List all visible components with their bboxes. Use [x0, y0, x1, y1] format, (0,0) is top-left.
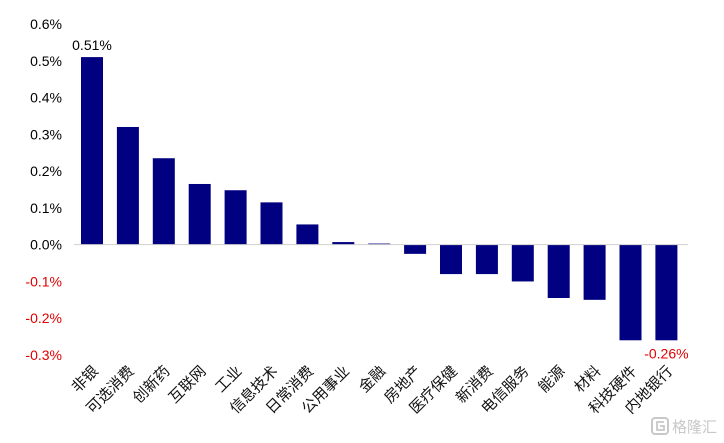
bar: [332, 242, 355, 245]
y-tick-label: 0.6%: [30, 16, 62, 32]
bar: [619, 244, 642, 341]
data-labels: 0.51% -0.26%: [72, 37, 688, 361]
bar: [440, 244, 462, 275]
bar: [116, 126, 139, 245]
y-tick-label: 0.5%: [30, 53, 62, 69]
bar: [188, 183, 211, 245]
watermark: 格隆汇: [651, 417, 717, 436]
y-tick-label: -0.1%: [25, 273, 62, 289]
data-label: 0.51%: [72, 37, 112, 53]
watermark-text: 格隆汇: [672, 418, 717, 436]
bar: [511, 244, 534, 282]
x-tick-label: 能源: [535, 362, 569, 396]
bar: [655, 244, 678, 341]
bar: [583, 244, 606, 300]
y-tick-label: 0.1%: [30, 200, 62, 216]
data-label: -0.26%: [644, 345, 688, 361]
bar: [260, 202, 283, 245]
bar: [475, 244, 498, 275]
y-tick-label: 0.3%: [30, 126, 62, 142]
y-axis: 0.6% 0.5% 0.4% 0.3% 0.2% 0.1% 0.0% -0.1% -0.2% -0…: [25, 16, 62, 363]
bar: [81, 57, 103, 245]
bar: [547, 244, 570, 298]
y-tick-label: -0.2%: [25, 310, 62, 326]
bar: [296, 224, 319, 245]
y-tick-label: 0.2%: [30, 163, 62, 179]
x-tick-label: 创新药: [129, 362, 174, 407]
bar: [224, 190, 247, 245]
bar: [404, 244, 427, 254]
bars: [81, 57, 678, 341]
watermark-logo-icon: [651, 417, 669, 435]
x-tick-label: 互联网: [165, 362, 210, 407]
y-tick-label: -0.3%: [25, 347, 62, 363]
y-tick-label: 0.4%: [30, 90, 62, 106]
bar: [152, 158, 175, 245]
bar: [368, 243, 391, 245]
y-tick-label: 0.0%: [30, 237, 62, 253]
